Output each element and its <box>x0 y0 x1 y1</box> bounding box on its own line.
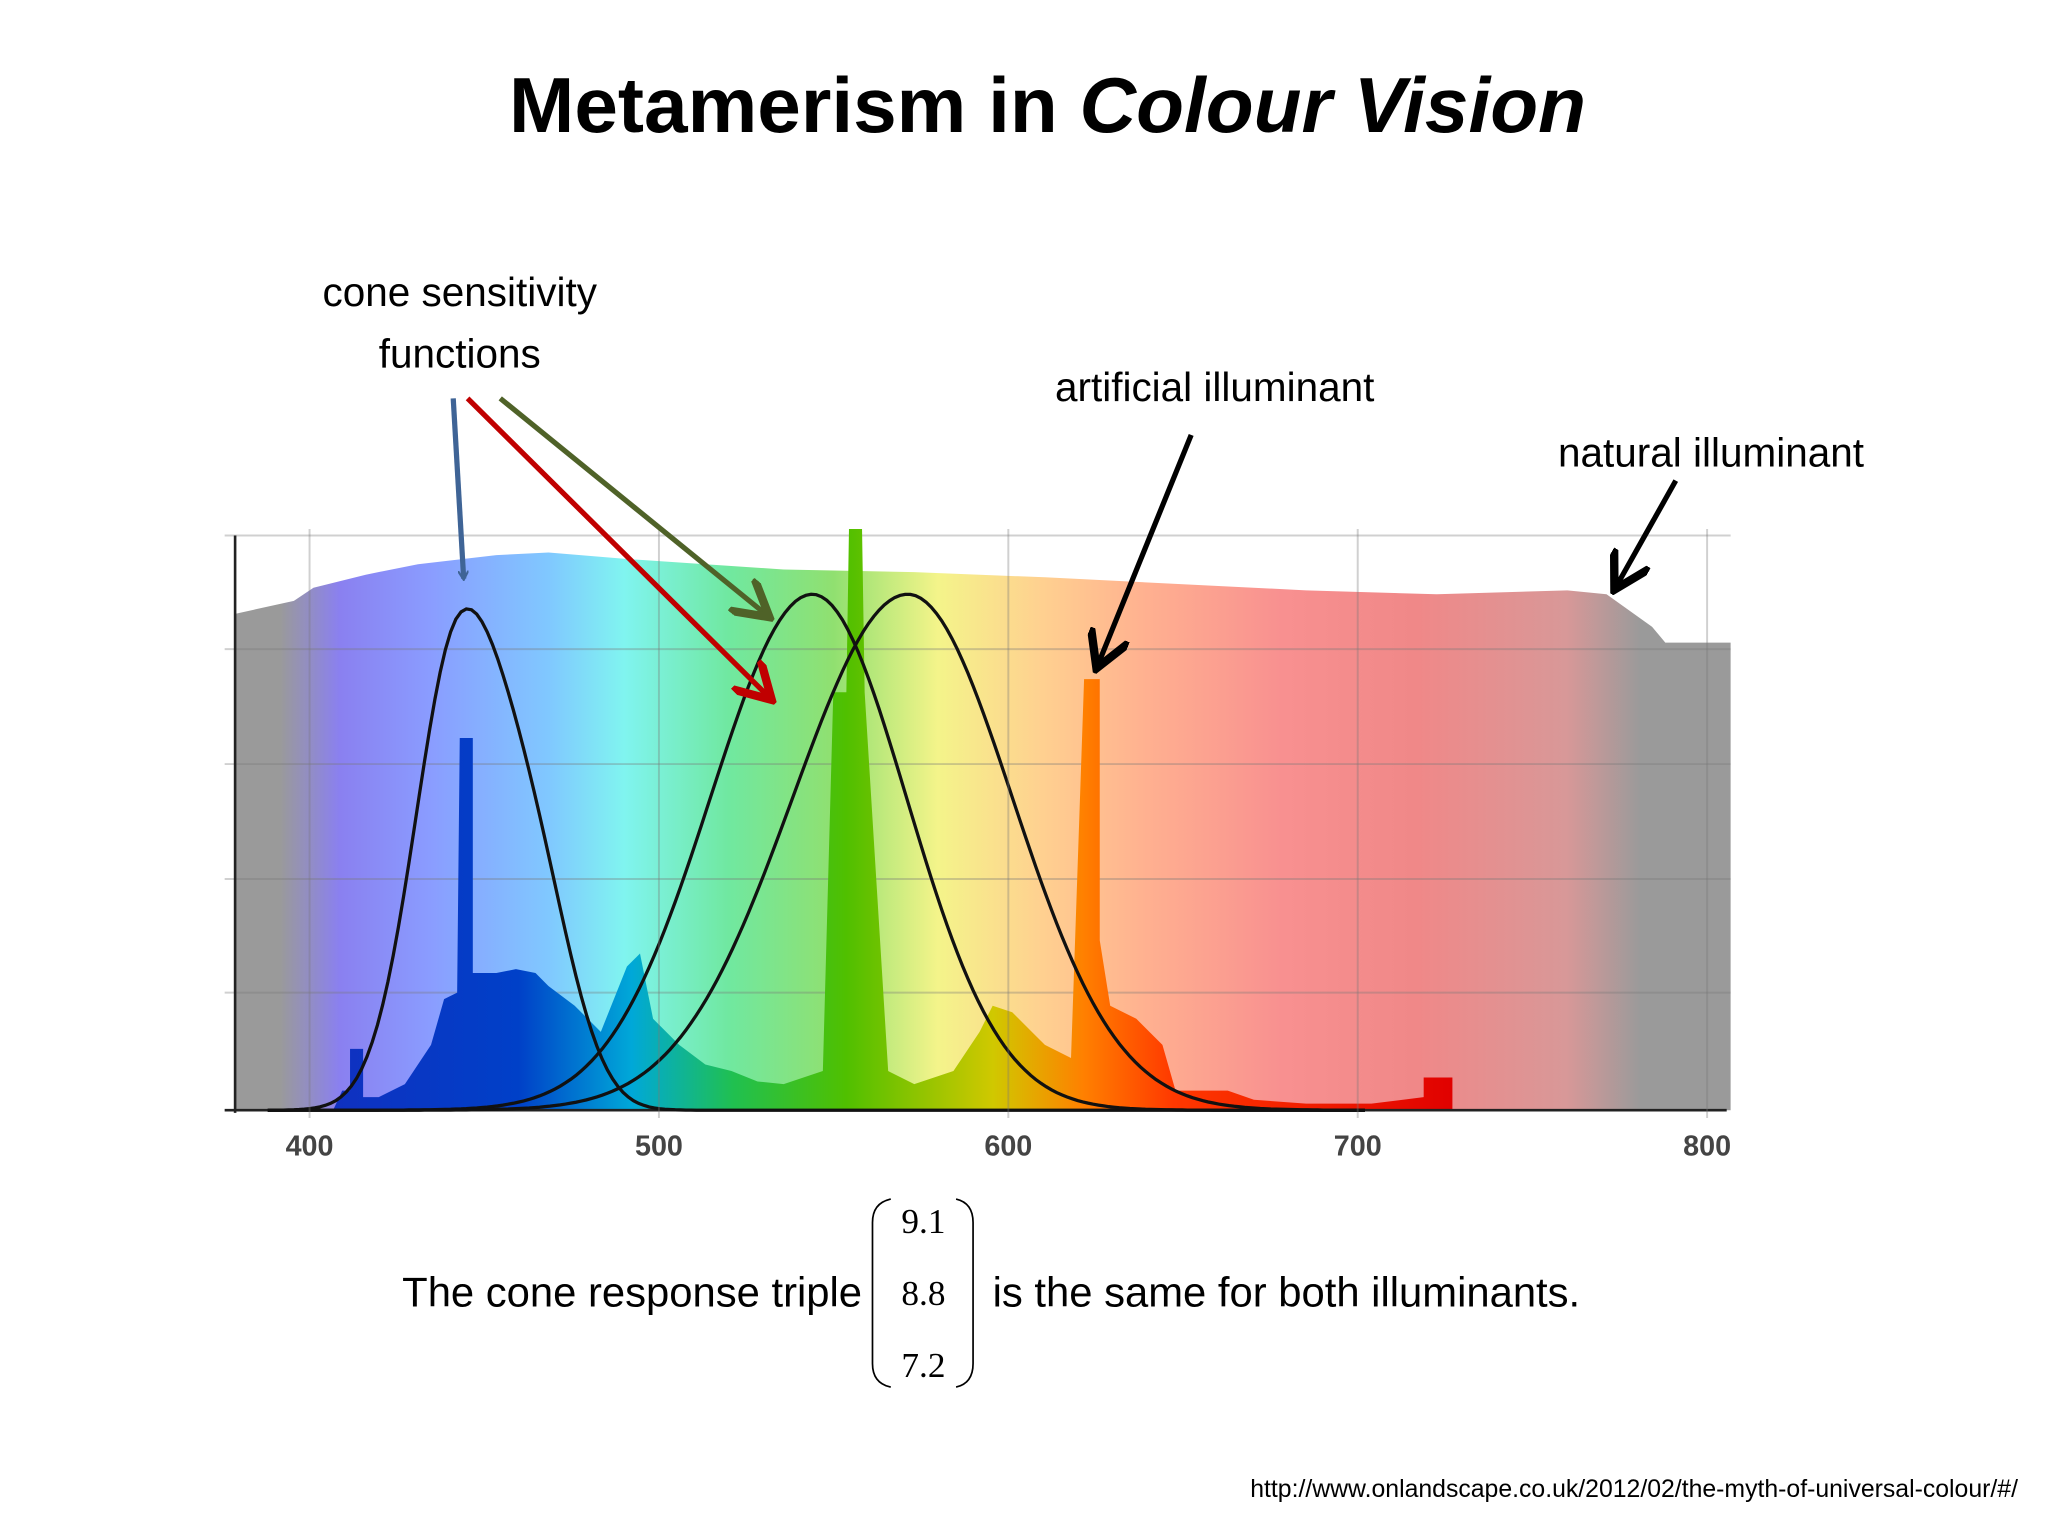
artificial-illuminant <box>333 528 1453 1111</box>
vector-entry: 8.8 <box>901 1274 945 1313</box>
spectrum-chart: 400 500 600 700 800 <box>224 528 1731 1163</box>
cone-curve <box>267 592 1365 1112</box>
cone-curves <box>267 592 1365 1112</box>
equation-text: is the same for both illuminants. <box>993 1269 1581 1316</box>
vector: 9.1 8.8 7.2 <box>901 1202 945 1385</box>
x-tick-label: 800 <box>1683 1131 1731 1163</box>
vector-entry: 7.2 <box>901 1346 945 1385</box>
paren <box>871 1198 891 1388</box>
arrow <box>450 398 463 578</box>
arrow <box>465 396 768 696</box>
x-tick-label: 400 <box>286 1131 334 1163</box>
arrow <box>1617 479 1679 585</box>
annotation: functions <box>379 330 541 376</box>
annotation: artificial illuminant <box>1055 364 1374 410</box>
x-tick-label: 600 <box>984 1131 1032 1163</box>
vector-entry: 9.1 <box>901 1202 945 1241</box>
x-tick-label: 500 <box>635 1131 683 1163</box>
annotation: cone sensitivity <box>323 269 598 315</box>
arrow <box>498 396 765 614</box>
source-url: http://www.onlandscape.co.uk/2012/02/the… <box>1250 1476 2018 1503</box>
title-emphasis: Colour Vision <box>1080 61 1586 149</box>
natural-illuminant <box>235 552 1731 1111</box>
grid <box>224 534 1731 994</box>
x-ticks: 400 500 600 700 800 <box>286 528 1731 1163</box>
title: Metamerism in Colour Vision <box>509 61 1586 149</box>
paren <box>955 1198 974 1388</box>
annotation: natural illuminant <box>1558 430 1864 476</box>
arrow <box>1098 433 1194 664</box>
title-text: Metamerism in <box>509 61 1079 149</box>
equation-text: The cone response triple <box>402 1269 862 1316</box>
x-tick-label: 700 <box>1334 1131 1382 1163</box>
